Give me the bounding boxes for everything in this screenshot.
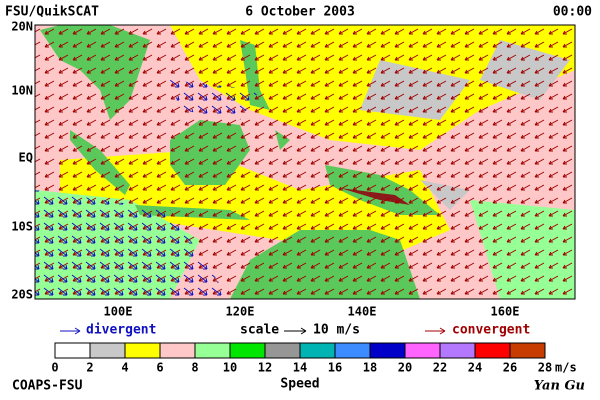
lat-label: 20S xyxy=(11,288,33,302)
colorbar-tick-label: 28 xyxy=(538,361,552,375)
lon-label: 120E xyxy=(226,305,255,319)
colorbar-swatch xyxy=(369,342,406,359)
colorbar-tick-label: 8 xyxy=(191,361,198,375)
lon-label: 160E xyxy=(491,305,520,319)
colorbar-swatch xyxy=(54,342,91,359)
footer-right: Yan Gu xyxy=(534,379,585,394)
colorbar-tick-label: 20 xyxy=(398,361,412,375)
colorbar-tick-label: 18 xyxy=(363,361,377,375)
colorbar-tick-label: 6 xyxy=(156,361,163,375)
convergent-arrow xyxy=(425,327,446,335)
map xyxy=(34,24,576,300)
colorbar-swatch xyxy=(229,342,266,359)
legend-scale-value: 10 m/s xyxy=(313,323,360,338)
colorbar-tick-label: 24 xyxy=(468,361,482,375)
wind-arrows xyxy=(35,80,260,299)
lat-label: 10N xyxy=(11,84,33,98)
colorbar-swatch xyxy=(404,342,441,359)
scale-arrow xyxy=(284,327,307,335)
lat-label: EQ xyxy=(19,151,33,165)
lat-label: 20N xyxy=(11,20,33,34)
colorbar-swatch xyxy=(194,342,231,359)
colorbar-tick-label: 14 xyxy=(293,361,307,375)
lat-axis: 20N 10N EQ 10S 20S xyxy=(11,20,33,302)
colorbar-tick-label: 10 xyxy=(223,361,237,375)
colorbar-tick-label: 22 xyxy=(433,361,447,375)
colorbar-swatch xyxy=(474,342,511,359)
colorbar-swatch xyxy=(439,342,476,359)
colorbar-tick-label: 0 xyxy=(51,361,58,375)
legend-scale: scale xyxy=(240,323,279,338)
legend-convergent: convergent xyxy=(452,323,530,338)
divergent-arrow xyxy=(60,327,81,335)
colorbar-swatch xyxy=(159,342,196,359)
colorbar-swatch xyxy=(334,342,371,359)
colorbar-unit: m/s xyxy=(555,361,577,375)
lon-label: 100E xyxy=(104,305,133,319)
lat-label: 10S xyxy=(11,220,33,234)
colorbar-swatch xyxy=(509,342,546,359)
colorbar-tick-label: 12 xyxy=(258,361,272,375)
colorbar-tick-label: 26 xyxy=(503,361,517,375)
legend: divergent scale 10 m/s convergent xyxy=(60,323,530,338)
colorbar-swatch xyxy=(89,342,126,359)
colorbar-label: Speed xyxy=(280,377,319,392)
header-date: 6 October 2003 xyxy=(245,5,355,20)
colorbar-swatch xyxy=(299,342,336,359)
legend-divergent: divergent xyxy=(86,323,156,338)
footer-left: COAPS-FSU xyxy=(12,379,83,394)
map-border xyxy=(34,24,576,300)
colorbar: 0 2 4 6 8 10 12 14 16 18 20 22 24 26 28 m/s xyxy=(51,342,577,375)
header-time: 00:00 xyxy=(553,5,592,20)
colorbar-tick-label: 2 xyxy=(86,361,93,375)
colorbar-swatch xyxy=(264,342,301,359)
lon-label: 140E xyxy=(348,305,377,319)
colorbar-tick-label: 16 xyxy=(328,361,342,375)
colorbar-tick-label: 4 xyxy=(121,361,128,375)
lon-axis: 100E 120E 140E 160E xyxy=(104,305,520,319)
colorbar-swatch xyxy=(124,342,161,359)
header-title: FSU/QuikSCAT xyxy=(5,5,99,20)
